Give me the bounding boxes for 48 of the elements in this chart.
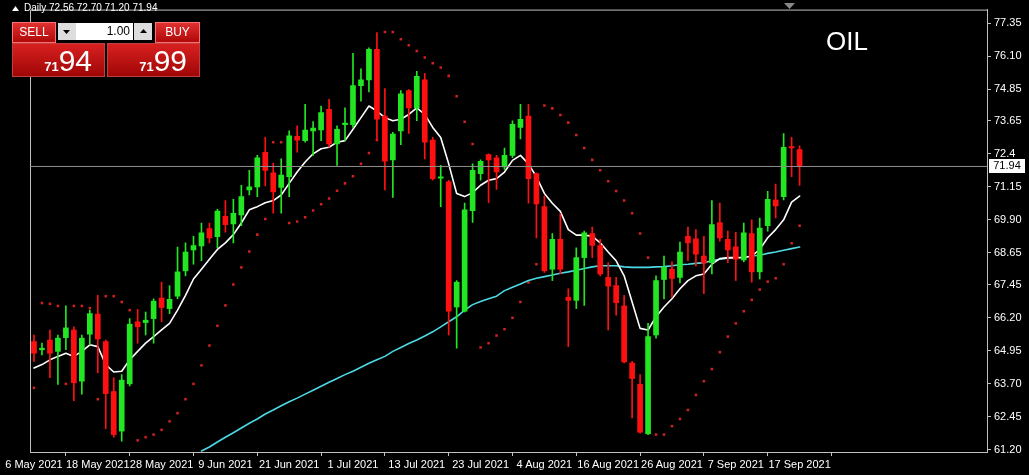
candlestick bbox=[437, 165, 444, 207]
y-tick-label: 76.10 bbox=[994, 49, 1022, 62]
x-tick-label: 17 Sep 2021 bbox=[768, 457, 831, 470]
y-tick-label: 64.95 bbox=[994, 343, 1022, 356]
y-tick-label: 71.15 bbox=[994, 179, 1022, 192]
x-tick-label: 28 May 2021 bbox=[129, 457, 194, 470]
x-tick-label: 18 May 2021 bbox=[65, 457, 130, 470]
y-tick-label: 72.4 bbox=[994, 146, 1016, 159]
candlestick bbox=[294, 125, 300, 153]
y-tick-label: 63.70 bbox=[994, 376, 1022, 389]
candlestick bbox=[605, 262, 612, 331]
y-tick-label: 73.65 bbox=[994, 113, 1022, 126]
x-tick-label: 6 May 2021 bbox=[5, 457, 63, 470]
x-tick-label: 16 Aug 2021 bbox=[577, 457, 640, 470]
y-tick-label: 68.65 bbox=[994, 245, 1022, 258]
x-tick-label: 7 Sep 2021 bbox=[707, 457, 764, 470]
y-tick-label: 74.85 bbox=[994, 82, 1022, 95]
ref-line-label: 71.94 bbox=[993, 158, 1021, 171]
candlestick bbox=[701, 235, 707, 295]
candlestick bbox=[358, 68, 364, 102]
annotation: BUY bbox=[155, 22, 200, 43]
candlestick bbox=[565, 288, 572, 347]
candlestick bbox=[278, 158, 285, 214]
x-tick-label: 21 Jun 2021 bbox=[258, 457, 320, 470]
text: OIL bbox=[826, 26, 868, 57]
annotation: 7194 bbox=[44, 44, 92, 77]
y-tick-label: 67.45 bbox=[994, 277, 1022, 290]
x-tick-label: 13 Jul 2021 bbox=[388, 457, 446, 470]
y-tick-label: 69.90 bbox=[994, 212, 1022, 225]
candlestick bbox=[342, 107, 348, 141]
x-tick-label: 4 Aug 2021 bbox=[516, 457, 573, 470]
x-tick-label: 23 Jul 2021 bbox=[452, 457, 510, 470]
x-tick-label: 1 Jul 2021 bbox=[327, 457, 379, 470]
candlestick bbox=[39, 342, 45, 356]
y-tick-label: 77.35 bbox=[994, 16, 1022, 29]
candlestick bbox=[63, 305, 69, 351]
chart-subtitle: Daily 72.56 72.70 71.20 71.94 bbox=[24, 2, 158, 13]
annotation: 1.00 bbox=[76, 23, 133, 40]
y-tick-label: 61.20 bbox=[994, 442, 1022, 455]
x-tick-label: 26 Aug 2021 bbox=[641, 457, 703, 470]
annotation: SELL bbox=[12, 22, 56, 43]
y-tick-label: 66.20 bbox=[994, 310, 1022, 323]
y-tick-label: 62.45 bbox=[994, 409, 1022, 422]
candlestick bbox=[310, 121, 316, 156]
annotation: 7199 bbox=[139, 44, 187, 77]
x-tick-label: 9 Jun 2021 bbox=[198, 457, 253, 470]
candlestick bbox=[246, 170, 253, 196]
candlestick bbox=[685, 226, 691, 262]
